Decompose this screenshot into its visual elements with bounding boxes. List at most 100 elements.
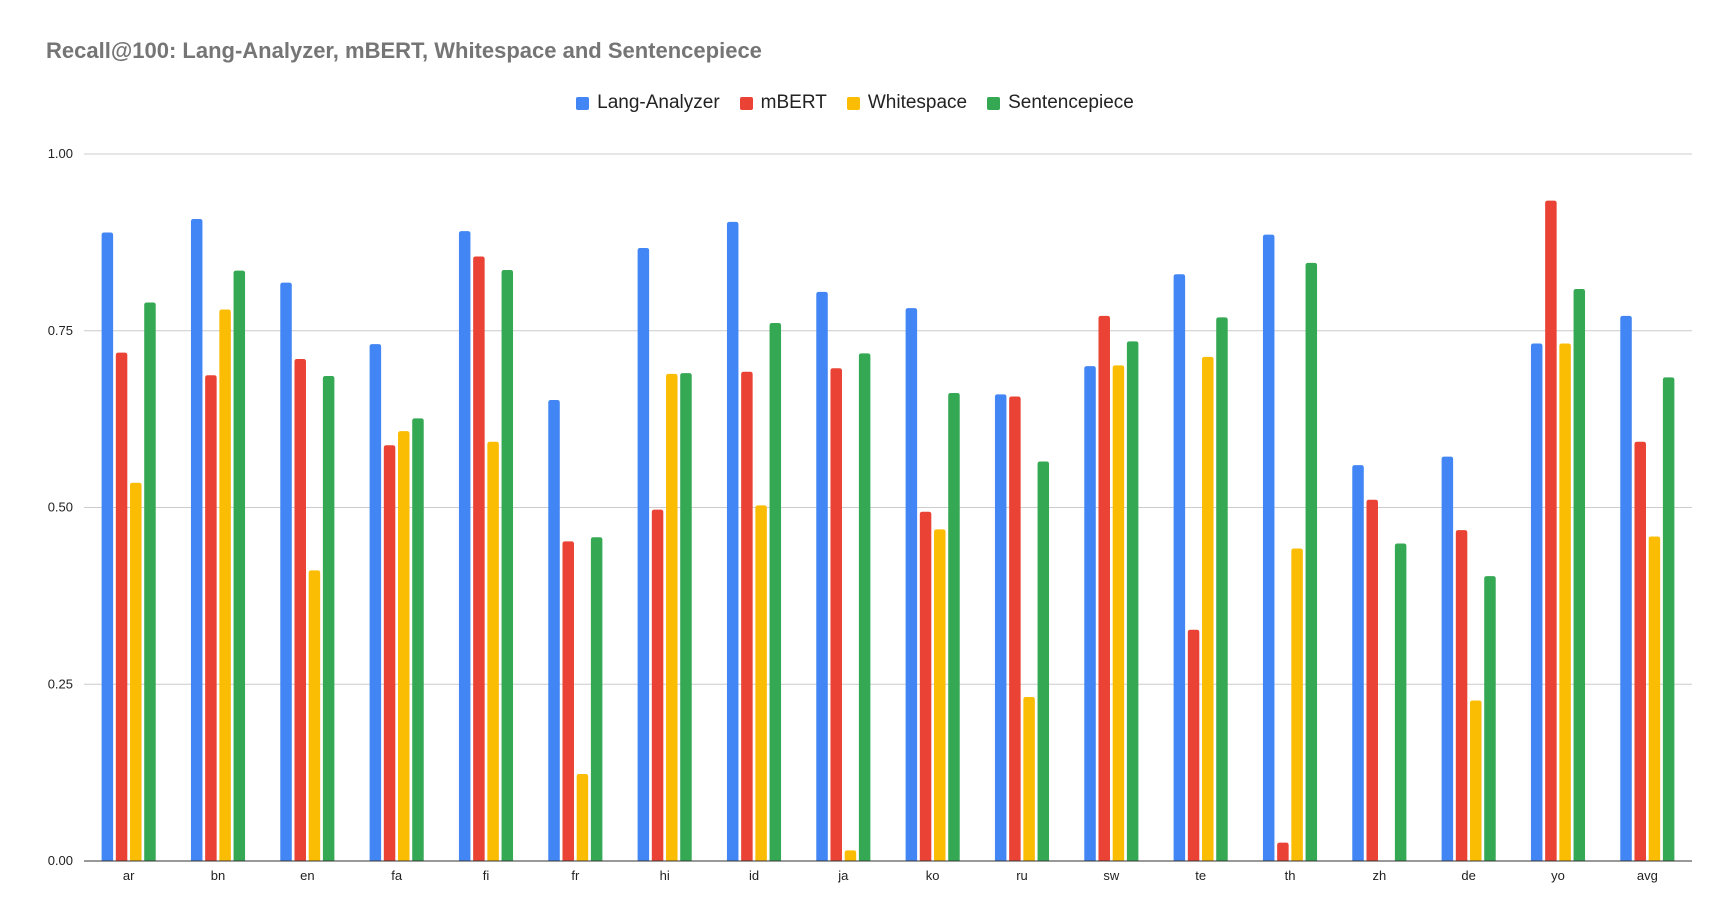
bar-sentencepiece-ru[interactable]	[1037, 461, 1050, 861]
x-tick-label-fr: fr	[571, 868, 580, 883]
bar-mbert-sw[interactable]	[1098, 315, 1110, 861]
bar-sentencepiece-id[interactable]	[769, 322, 782, 861]
x-tick-label-ja: ja	[837, 868, 849, 883]
bar-lang-analyzer-bn[interactable]	[190, 219, 203, 861]
bar-whitespace-avg[interactable]	[1648, 536, 1661, 861]
bar-sentencepiece-fr[interactable]	[590, 537, 603, 861]
legend-swatch-sentencepiece	[987, 96, 1001, 110]
bar-lang-analyzer-fr[interactable]	[548, 400, 560, 861]
legend-swatch-mbert	[739, 96, 753, 110]
bar-sentencepiece-zh[interactable]	[1394, 543, 1407, 861]
legend-item-lang-analyzer[interactable]: Lang-Analyzer	[576, 92, 720, 114]
bar-whitespace-hi[interactable]	[666, 373, 678, 861]
bar-lang-analyzer-en[interactable]	[280, 282, 292, 861]
legend-item-sentencepiece[interactable]: Sentencepiece	[987, 92, 1134, 114]
bar-whitespace-de[interactable]	[1470, 700, 1482, 861]
x-tick-label-sw: sw	[1103, 868, 1120, 883]
bar-whitespace-id[interactable]	[755, 505, 767, 861]
bar-mbert-zh[interactable]	[1366, 499, 1378, 861]
y-tick-label: 0.00	[48, 853, 73, 868]
bar-mbert-bn[interactable]	[205, 375, 217, 861]
bar-mbert-avg[interactable]	[1634, 441, 1646, 861]
bar-sentencepiece-fa[interactable]	[412, 418, 424, 861]
bar-whitespace-ja[interactable]	[844, 850, 857, 861]
bar-sentencepiece-te[interactable]	[1216, 317, 1228, 861]
bar-lang-analyzer-yo[interactable]	[1530, 343, 1543, 861]
bar-mbert-ko[interactable]	[919, 511, 932, 861]
bars	[101, 200, 1675, 862]
bar-mbert-de[interactable]	[1455, 530, 1468, 861]
bar-mbert-yo[interactable]	[1545, 200, 1557, 862]
bar-mbert-fi[interactable]	[473, 256, 485, 861]
bar-sentencepiece-en[interactable]	[322, 375, 335, 861]
bar-mbert-ar[interactable]	[115, 352, 128, 861]
bar-sentencepiece-th[interactable]	[1305, 262, 1318, 861]
bar-lang-analyzer-ar[interactable]	[101, 232, 114, 862]
x-tick-label-en: en	[300, 868, 314, 883]
bar-sentencepiece-avg[interactable]	[1662, 377, 1675, 861]
bar-mbert-fa[interactable]	[383, 445, 396, 861]
bar-lang-analyzer-id[interactable]	[726, 221, 739, 861]
x-tick-label-fa: fa	[391, 868, 403, 883]
bar-sentencepiece-yo[interactable]	[1573, 289, 1586, 861]
x-tick-label-bn: bn	[211, 868, 225, 883]
bar-whitespace-te[interactable]	[1202, 356, 1214, 861]
bar-lang-analyzer-ru[interactable]	[994, 394, 1007, 861]
bar-mbert-te[interactable]	[1187, 629, 1200, 861]
bar-whitespace-fa[interactable]	[398, 431, 410, 861]
bar-whitespace-fr[interactable]	[576, 774, 589, 861]
legend-label-mbert: mBERT	[760, 92, 827, 113]
bar-sentencepiece-fi[interactable]	[501, 269, 514, 861]
bar-lang-analyzer-th[interactable]	[1262, 234, 1275, 861]
bar-whitespace-ar[interactable]	[130, 482, 142, 861]
bar-whitespace-bn[interactable]	[219, 309, 231, 861]
bar-whitespace-fi[interactable]	[487, 441, 499, 861]
bar-whitespace-ko[interactable]	[934, 529, 946, 861]
bar-whitespace-yo[interactable]	[1559, 343, 1571, 861]
y-tick-label: 0.25	[48, 676, 73, 691]
bar-whitespace-sw[interactable]	[1112, 365, 1125, 861]
bar-whitespace-th[interactable]	[1291, 548, 1303, 861]
bar-lang-analyzer-ja[interactable]	[816, 291, 828, 861]
y-tick-label: 0.75	[48, 323, 73, 338]
bar-sentencepiece-sw[interactable]	[1126, 341, 1139, 862]
x-tick-label-ru: ru	[1016, 868, 1028, 883]
bar-mbert-ja[interactable]	[830, 368, 842, 861]
bar-mbert-en[interactable]	[294, 359, 306, 861]
bar-lang-analyzer-de[interactable]	[1441, 456, 1454, 861]
bar-mbert-id[interactable]	[741, 371, 753, 861]
legend-label-lang-analyzer: Lang-Analyzer	[597, 92, 720, 113]
bar-lang-analyzer-zh[interactable]	[1352, 465, 1364, 861]
legend-item-mbert[interactable]: mBERT	[739, 92, 827, 114]
bar-lang-analyzer-avg[interactable]	[1620, 315, 1632, 861]
bar-lang-analyzer-ko[interactable]	[905, 308, 918, 862]
bar-whitespace-en[interactable]	[308, 570, 321, 861]
bar-lang-analyzer-sw[interactable]	[1084, 366, 1096, 861]
bar-lang-analyzer-hi[interactable]	[637, 248, 650, 861]
bar-mbert-hi[interactable]	[651, 509, 664, 861]
bar-sentencepiece-bn[interactable]	[233, 270, 246, 861]
x-tick-label-ko: ko	[926, 868, 940, 883]
x-tick-label-de: de	[1461, 868, 1475, 883]
legend-label-whitespace: Whitespace	[867, 92, 968, 113]
bar-mbert-th[interactable]	[1277, 842, 1289, 861]
bar-sentencepiece-hi[interactable]	[680, 373, 692, 861]
x-tick-label-zh: zh	[1372, 868, 1386, 883]
chart-title: Recall@100: Lang-Analyzer, mBERT, Whites…	[46, 38, 762, 63]
x-tick-label-ar: ar	[123, 868, 135, 883]
bar-mbert-ru[interactable]	[1009, 396, 1021, 861]
bar-sentencepiece-ja[interactable]	[858, 353, 871, 861]
bar-mbert-fr[interactable]	[562, 541, 574, 861]
x-tick-label-fi: fi	[483, 868, 490, 883]
x-tick-label-avg: avg	[1637, 868, 1658, 883]
bar-sentencepiece-ar[interactable]	[144, 302, 156, 862]
legend-item-whitespace[interactable]: Whitespace	[846, 92, 968, 114]
bar-lang-analyzer-fa[interactable]	[369, 344, 382, 862]
bar-sentencepiece-ko[interactable]	[948, 392, 960, 861]
bar-lang-analyzer-fi[interactable]	[458, 231, 471, 862]
bar-sentencepiece-de[interactable]	[1484, 576, 1496, 861]
bar-whitespace-ru[interactable]	[1023, 696, 1035, 861]
bar-lang-analyzer-te[interactable]	[1173, 274, 1186, 861]
x-tick-label-th: th	[1285, 868, 1296, 883]
